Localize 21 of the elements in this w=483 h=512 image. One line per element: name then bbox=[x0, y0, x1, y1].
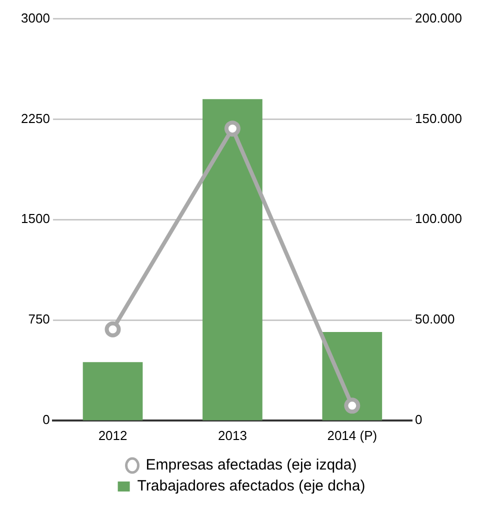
y2-tick-label: 200.000 bbox=[415, 10, 462, 26]
y2-tick-label: 150.000 bbox=[415, 110, 462, 126]
y-tick-label: 3000 bbox=[21, 10, 50, 26]
x-tick-label: 2012 bbox=[98, 428, 128, 443]
x-tick-label: 2014 (P) bbox=[327, 428, 378, 443]
y2-tick-label: 50.000 bbox=[415, 312, 455, 327]
y-tick-label: 2250 bbox=[21, 110, 50, 126]
x-tick-label: 2013 bbox=[218, 428, 247, 443]
point bbox=[224, 120, 240, 137]
y2-tick-label: 0 bbox=[415, 412, 422, 427]
bar bbox=[202, 99, 262, 420]
legend-label: Empresas afectadas (eje izqda) bbox=[146, 456, 357, 474]
bar bbox=[82, 362, 143, 420]
y2-tick-label: 100.000 bbox=[415, 211, 462, 226]
y-tick-label: 750 bbox=[28, 312, 50, 327]
point bbox=[104, 321, 121, 338]
point bbox=[344, 398, 360, 414]
y-tick-label: 0 bbox=[42, 412, 50, 427]
y-tick-label: 1500 bbox=[21, 211, 50, 226]
legend-label: Trabajadores afectados (eje dcha) bbox=[137, 478, 366, 495]
bar bbox=[322, 332, 382, 420]
